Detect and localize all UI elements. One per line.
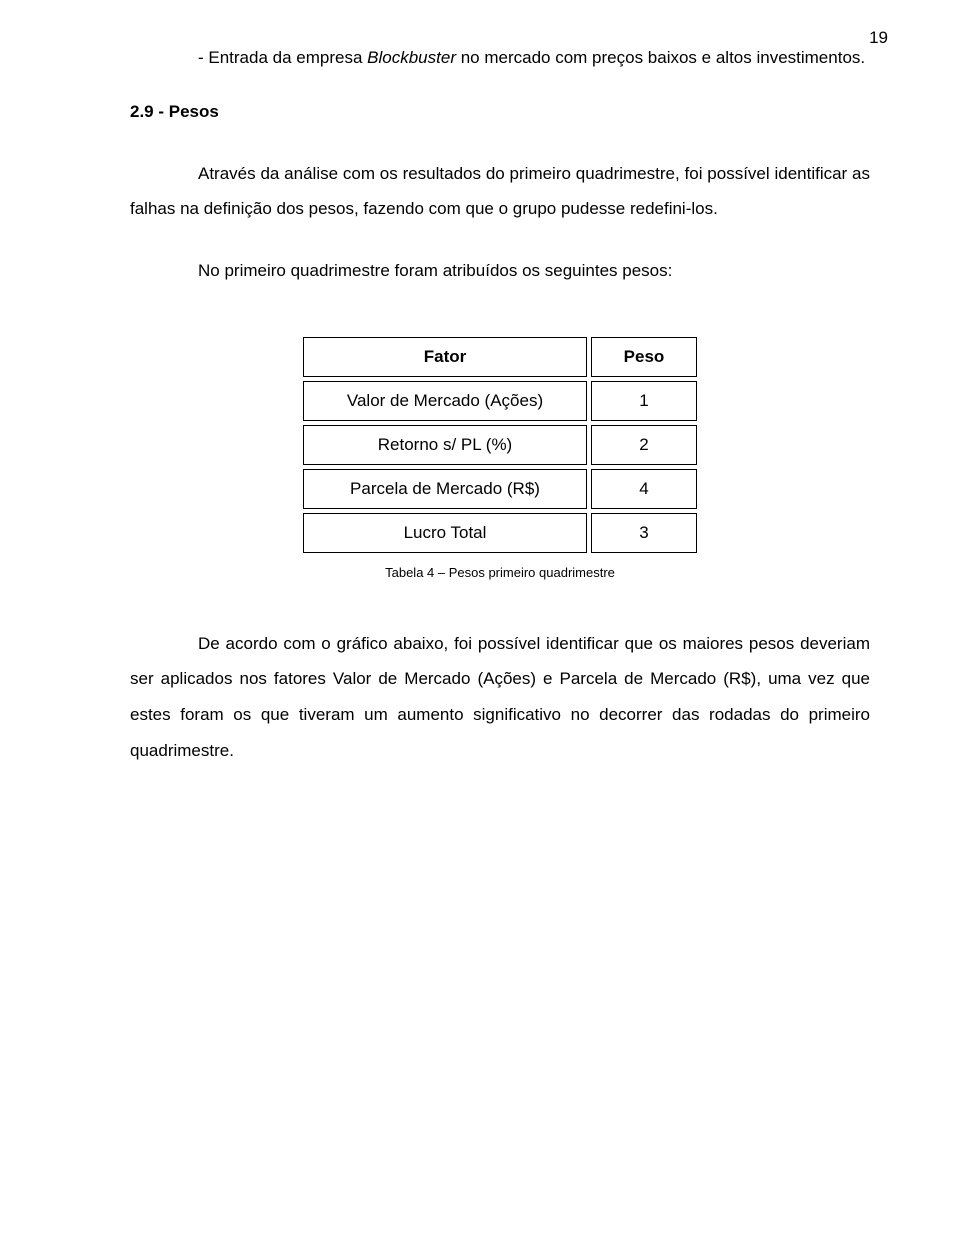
document-page: 19 - Entrada da empresa Blockbuster no m… [0, 0, 960, 1248]
section-heading: 2.9 - Pesos [130, 102, 870, 122]
paragraph-3: No primeiro quadrimestre foram atribuído… [130, 253, 870, 289]
paragraph-4: De acordo com o gráfico abaixo, foi poss… [130, 626, 870, 769]
page-number: 19 [869, 28, 888, 48]
cell-label: Lucro Total [303, 513, 587, 553]
table-header-row: Fator Peso [303, 337, 697, 377]
paragraph-2: Através da análise com os resultados do … [130, 156, 870, 227]
table-row: Lucro Total 3 [303, 513, 697, 553]
cell-value: 1 [591, 381, 697, 421]
cell-value: 2 [591, 425, 697, 465]
paragraph-intro: - Entrada da empresa Blockbuster no merc… [130, 40, 870, 76]
table-container: Fator Peso Valor de Mercado (Ações) 1 Re… [130, 333, 870, 557]
cell-label: Valor de Mercado (Ações) [303, 381, 587, 421]
para2-text: Através da análise com os resultados do … [130, 164, 870, 219]
para3-text: No primeiro quadrimestre foram atribuído… [198, 261, 672, 280]
table-caption: Tabela 4 – Pesos primeiro quadrimestre [130, 565, 870, 580]
para1-suffix: no mercado com preços baixos e altos inv… [456, 48, 865, 67]
para1-prefix: - Entrada da empresa [198, 48, 367, 67]
para4-text: De acordo com o gráfico abaixo, foi poss… [130, 634, 870, 760]
table-row: Retorno s/ PL (%) 2 [303, 425, 697, 465]
table-row: Parcela de Mercado (R$) 4 [303, 469, 697, 509]
col-header-fator: Fator [303, 337, 587, 377]
cell-label: Parcela de Mercado (R$) [303, 469, 587, 509]
cell-value: 3 [591, 513, 697, 553]
table-row: Valor de Mercado (Ações) 1 [303, 381, 697, 421]
pesos-table: Fator Peso Valor de Mercado (Ações) 1 Re… [299, 333, 701, 557]
cell-label: Retorno s/ PL (%) [303, 425, 587, 465]
para1-italic: Blockbuster [367, 48, 456, 67]
col-header-peso: Peso [591, 337, 697, 377]
cell-value: 4 [591, 469, 697, 509]
